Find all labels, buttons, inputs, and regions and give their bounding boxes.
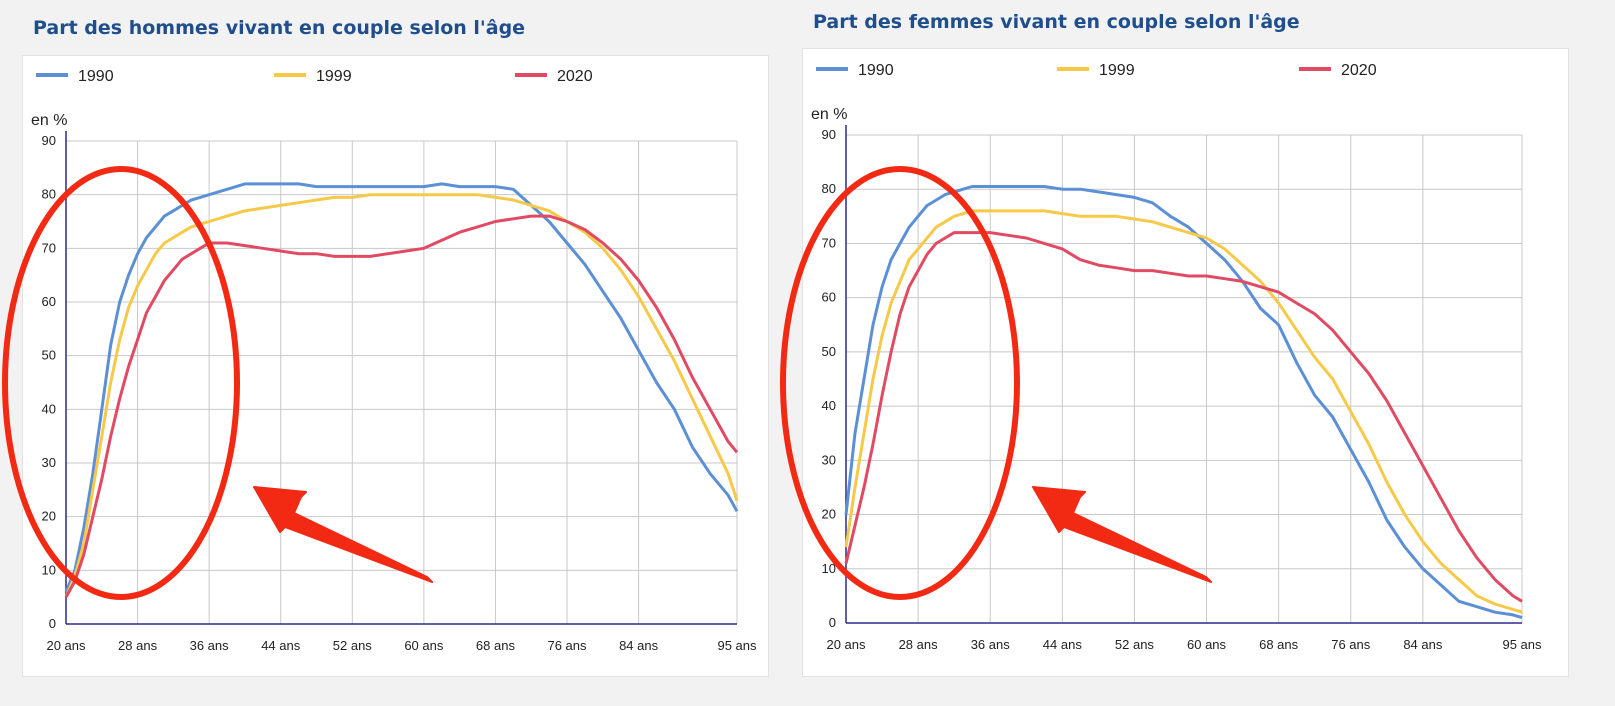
x-tick-label: 68 ans: [1259, 637, 1299, 652]
series-line-2020: [844, 231, 1523, 603]
y-tick-label: 60: [42, 294, 56, 309]
x-tick-label: 95 ans: [717, 638, 757, 653]
legend-label-1990: 1990: [78, 68, 114, 85]
x-tick-label: 52 ans: [1115, 637, 1155, 652]
y-tick-label: 70: [42, 240, 56, 255]
x-tick-label: 44 ans: [1043, 637, 1083, 652]
y-tick-label: 40: [42, 401, 56, 416]
legend-label-2020: 2020: [1341, 62, 1377, 79]
x-tick-label: 84 ans: [1403, 637, 1443, 652]
y-tick-label: 40: [822, 398, 836, 413]
y-tick-label: 30: [42, 455, 56, 470]
series-line-1990: [844, 185, 1523, 620]
y-tick-label: 0: [829, 615, 836, 630]
legend-label-2020: 2020: [557, 68, 593, 85]
x-tick-label: 84 ans: [619, 638, 659, 653]
series-line-1999: [844, 209, 1523, 614]
legend-label-1999: 1999: [1099, 62, 1135, 79]
x-tick-label: 36 ans: [971, 637, 1011, 652]
y-tick-label: 10: [822, 561, 836, 576]
y-tick-label: 20: [42, 509, 56, 524]
x-tick-label: 52 ans: [333, 638, 373, 653]
annotation-ellipse-hommes: [2, 166, 240, 600]
chart-title-femmes: Part des femmes vivant en couple selon l…: [813, 11, 1300, 33]
y-tick-label: 90: [822, 127, 836, 142]
x-tick-label: 60 ans: [1187, 637, 1227, 652]
x-tick-label: 20 ans: [46, 638, 86, 653]
y-tick-label: 0: [49, 616, 56, 631]
y-tick-label: 90: [42, 133, 56, 148]
series-line-1999: [64, 193, 739, 598]
y-tick-label: 50: [822, 344, 836, 359]
x-tick-label: 76 ans: [547, 638, 587, 653]
y-tick-label: 80: [822, 181, 836, 196]
legend-label-1999: 1999: [316, 68, 352, 85]
y-unit-label: en %: [31, 112, 67, 129]
y-tick-label: 30: [822, 452, 836, 467]
x-tick-label: 20 ans: [826, 637, 866, 652]
y-tick-label: 50: [42, 348, 56, 363]
x-tick-label: 28 ans: [118, 638, 158, 653]
x-tick-label: 76 ans: [1331, 637, 1371, 652]
y-tick-label: 70: [822, 235, 836, 250]
y-tick-label: 20: [822, 507, 836, 522]
y-tick-label: 10: [42, 562, 56, 577]
annotation-arrow-hommes: [253, 486, 433, 583]
y-tick-label: 60: [822, 290, 836, 305]
x-tick-label: 68 ans: [476, 638, 516, 653]
x-tick-label: 44 ans: [261, 638, 301, 653]
y-tick-label: 80: [42, 187, 56, 202]
annotation-arrow-femmes: [1032, 486, 1212, 583]
annotation-ellipse-femmes: [780, 166, 1020, 600]
chart-title-hommes: Part des hommes vivant en couple selon l…: [33, 17, 526, 39]
y-unit-label: en %: [811, 106, 847, 123]
x-tick-label: 28 ans: [899, 637, 939, 652]
x-tick-label: 60 ans: [404, 638, 444, 653]
x-tick-label: 36 ans: [190, 638, 230, 653]
series-line-1990: [64, 182, 739, 593]
x-tick-label: 95 ans: [1502, 637, 1542, 652]
series-line-2020: [64, 214, 739, 598]
legend-label-1990: 1990: [858, 62, 894, 79]
chart-box-hommes: [22, 55, 769, 677]
chart-femmes: 0 10 20 30 40 50 60 70 80 90 20 ans 28 ans 36 ans 44 …: [811, 62, 1542, 652]
